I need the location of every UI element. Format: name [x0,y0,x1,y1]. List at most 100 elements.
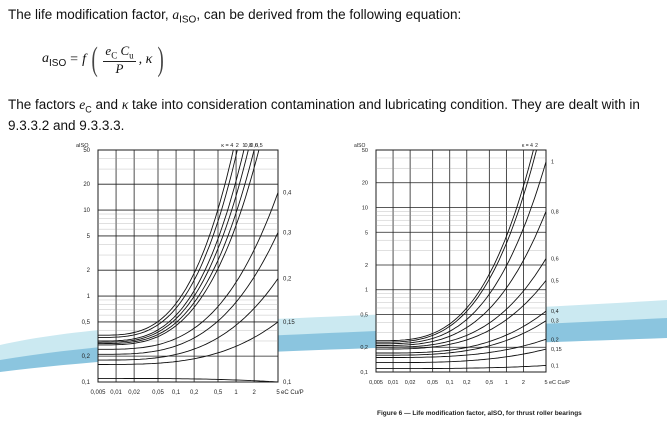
eq-open-paren: ( [91,41,98,78]
y-tick-label: 10 [362,205,368,211]
x-tick-label: 0,005 [369,380,383,386]
curve-label: 0,3 [551,319,559,325]
x-tick-label: 0,01 [110,390,122,396]
curve-label: 0,5 [551,278,559,284]
kappa-top-label: κ = 4 [522,143,533,149]
kappa-curve [98,149,245,342]
x-tick-label: 1 [505,380,508,386]
x-tick-label: 0,1 [446,380,454,386]
kappa-top-label: 2 [535,143,538,149]
curve-label: 0,2 [551,337,559,343]
kappa-curve [98,149,260,346]
y-axis-label: aISO [76,143,89,149]
curve-label: 1 [551,160,554,166]
y-tick-label: 5 [87,234,91,240]
kappa-top-label: κ = 4 [221,143,233,149]
aiso-symbol: a [172,7,180,22]
y-tick-label: 0,2 [82,354,91,360]
eq-p: P [115,60,124,76]
kappa-curve [376,348,547,364]
y-tick-label: 0,2 [360,345,368,351]
curve-label: 0,1 [283,380,292,386]
kappa-curve [98,321,279,365]
kappa-curve [376,258,547,348]
x-tick-label: 0,5 [214,390,223,396]
note-part-b: and [91,97,122,112]
kappa-curve [98,232,279,355]
x-axis-label: eC Cu/P [549,380,570,386]
y-tick-label: 2 [365,263,368,269]
kappa-curve [376,320,547,356]
eq-cu-sub: u [129,50,134,61]
x-tick-label: 0,05 [152,390,164,396]
kappa-curve [376,149,534,342]
x-tick-label: 0,5 [486,380,494,386]
plot-frame [97,149,279,383]
y-tick-label: 10 [83,208,90,214]
eq-close-paren: ) [157,41,165,78]
kappa-curve [98,149,249,343]
curve-label: 0,15 [283,320,295,326]
x-tick-label: 0,2 [190,390,199,396]
eq-cu: C [117,42,130,58]
y-axis-label: aISO [354,143,366,149]
y-tick-label: 1 [87,294,91,300]
eq-equals-f: = f [69,52,87,67]
y-tick-label: 20 [362,181,368,187]
intro-text: The life modification factor, aISO, can … [8,7,461,26]
kappa-top-label: 2 [236,143,239,149]
y-tick-label: 0,5 [360,313,368,319]
kappa-top-label: 0,5 [255,143,263,149]
kappa-curve [98,149,238,338]
curve-label: 0,4 [551,309,559,315]
curve-label: 0,8 [551,209,559,215]
kappa-top-label: 0,8 [244,143,252,149]
chart-radial-bearings: 0,005 0,01 0,02 0,05 0,1 0,2 0,5 1 2 55020105210,… [76,143,304,396]
curve-label: 0,4 [283,191,292,197]
x-tick-label: 0,05 [427,380,438,386]
eq-ec: e [105,42,112,58]
kappa-curve [98,192,279,350]
note-kappa: κ [121,97,129,112]
kappa-curve [376,161,547,345]
y-tick-label: 0,5 [82,320,91,326]
y-tick-label: 50 [362,148,368,154]
note-ec: e [79,97,86,112]
x-tick-label: 5 [544,380,547,386]
kappa-top-label: 1 [242,143,245,149]
x-tick-label: 5 [276,390,280,396]
kappa-curve [376,280,547,350]
plot-frame [375,149,547,373]
eq-lhs: a [42,51,49,67]
note-ec-sub: C [85,104,92,115]
x-axis-label: eC Cu/P [281,390,304,396]
kappa-curve [98,278,279,361]
factors-note: The factors eC and κ take into considera… [8,97,658,133]
equation: aISO = f ( eC Cu P , κ ) [42,43,167,77]
y-tick-label: 0,1 [360,370,368,376]
kappa-curve [376,211,547,346]
curve-label: 0,1 [551,363,559,369]
kappa-top-label: 0,6 [250,143,258,149]
x-tick-label: 2 [522,380,525,386]
x-tick-label: 0,02 [128,390,140,396]
x-tick-label: 0,1 [172,390,181,396]
curve-label: 0,3 [283,230,292,236]
y-tick-label: 5 [365,230,368,236]
kappa-curve [98,149,234,336]
eq-kappa: , κ [138,52,153,67]
x-tick-label: 1 [234,390,238,396]
y-tick-label: 0,1 [82,380,91,386]
eq-lhs-sub: ISO [49,57,67,69]
kappa-curve [376,338,547,358]
eq-fraction: eC Cu P [103,42,136,77]
aiso-subscript: ISO [179,14,197,26]
x-tick-label: 0,2 [463,380,471,386]
x-tick-label: 0,02 [405,380,416,386]
y-tick-label: 1 [365,288,368,294]
figure-caption: Figure 6 — Life modification factor, aIS… [377,410,582,417]
y-tick-label: 50 [83,148,90,154]
note-part-a: The factors [8,97,80,112]
chart-thrust-bearings: 0,005 0,01 0,02 0,05 0,1 0,2 0,5 1 2 5 50 20 10 5 2 1 0,… [354,143,570,386]
x-tick-label: 0,005 [90,390,106,396]
